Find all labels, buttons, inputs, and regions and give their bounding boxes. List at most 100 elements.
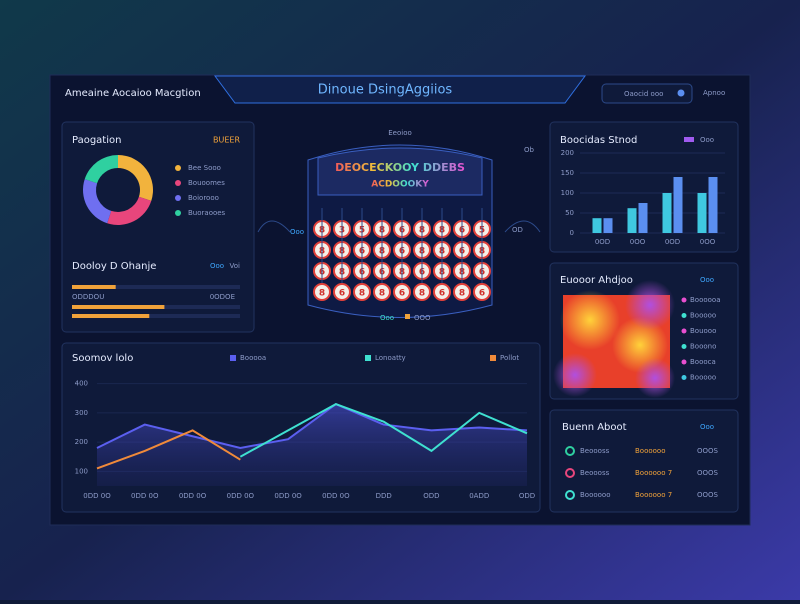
- connector: [257, 220, 291, 233]
- ball: [433, 283, 451, 301]
- event-icon: [565, 468, 575, 478]
- panel-title: Dooloy D Ohanje: [72, 261, 156, 272]
- x-tick-label: 0DD 0O: [227, 492, 255, 500]
- y-tick-label: 200: [561, 149, 574, 157]
- progress-bar: [72, 285, 116, 289]
- legend-label: Bee Sooo: [188, 164, 221, 172]
- panel-title: Paogation: [72, 135, 121, 146]
- legend-dot: [175, 165, 181, 171]
- ball: [413, 283, 431, 301]
- event-status: Boooooo: [635, 447, 666, 455]
- heat-blob: [553, 353, 597, 397]
- legend-label: Booooo: [690, 312, 716, 320]
- ball-number: 6: [439, 289, 445, 299]
- x-tick-label: 0OD: [595, 238, 610, 246]
- event-status: Boooooo 7: [635, 469, 672, 477]
- row-label: ODDDOU: [72, 293, 104, 301]
- ball-number: 8: [319, 289, 325, 299]
- legend-swatch: [684, 137, 694, 142]
- row-value: 0ODOE: [210, 293, 235, 301]
- footer-tag: Ooo: [380, 314, 394, 322]
- ball-number: 6: [479, 289, 485, 299]
- x-tick-label: 0DD 0O: [274, 492, 302, 500]
- x-tick-label: 0DD 0O: [322, 492, 350, 500]
- bar: [697, 193, 707, 233]
- legend-dot: [681, 313, 687, 318]
- badge: Ooo: [210, 262, 224, 270]
- legend-label: Bouoomes: [188, 179, 225, 187]
- legend-label: Bouooo: [690, 327, 716, 335]
- x-tick-label: 0ADD: [469, 492, 489, 500]
- header-tab: [214, 75, 586, 104]
- side-tag: OD: [512, 226, 523, 234]
- badge: Ooo: [700, 423, 714, 431]
- legend-dot: [681, 375, 687, 380]
- x-tick-label: 0OD: [665, 238, 680, 246]
- ball: [453, 283, 471, 301]
- area: [97, 404, 527, 486]
- badge: Ooo: [700, 276, 714, 284]
- panel-title: Boocidas Stnod: [560, 135, 637, 146]
- bar: [592, 218, 602, 233]
- banner-arch: [317, 147, 483, 196]
- progress-track: [72, 285, 240, 289]
- header-dot: [677, 89, 685, 97]
- legend-swatch: [490, 355, 496, 361]
- badge: Voi: [230, 262, 241, 270]
- x-tick-label: 0OO: [700, 238, 716, 246]
- ball: [313, 283, 331, 301]
- badge: BUEER: [213, 136, 240, 145]
- event-icon: [565, 446, 575, 456]
- heat-blob: [560, 290, 620, 350]
- events-panel: [549, 409, 739, 513]
- donut-segment: [107, 196, 152, 225]
- heat-blob: [625, 280, 675, 330]
- legend-label: Ooo: [700, 136, 714, 144]
- side-tag: Ooo: [290, 228, 304, 236]
- y-tick-label: 200: [75, 438, 88, 446]
- event-name: Beoooss: [580, 447, 610, 455]
- legend-label: Booooa: [240, 354, 266, 362]
- legend-swatch: [230, 355, 236, 361]
- ball-number: 8: [359, 289, 365, 299]
- ball-number: 8: [459, 289, 465, 299]
- event-name: Beoooss: [580, 469, 610, 477]
- ball-number: 8: [379, 289, 385, 299]
- legend-dot: [681, 297, 687, 303]
- line: [96, 429, 241, 470]
- donut-panel: [61, 121, 255, 333]
- legend-dot: [681, 344, 687, 349]
- event-status: Boooooo 7: [635, 491, 672, 499]
- ball: [353, 283, 371, 301]
- bar: [627, 208, 637, 233]
- ball: [333, 283, 351, 301]
- x-tick-label: 0DD 0O: [179, 492, 207, 500]
- event-time: OOOS: [697, 491, 719, 499]
- brand: Ameaine Aocaioo Macgtion: [65, 88, 201, 99]
- y-tick-label: 400: [75, 380, 88, 388]
- legend-label: Pollot: [500, 354, 519, 362]
- bar: [673, 177, 683, 233]
- legend-dot: [175, 210, 181, 216]
- line: [96, 402, 528, 449]
- donut-segment: [83, 179, 112, 224]
- y-tick-label: 50: [565, 209, 574, 217]
- ball-number: 6: [339, 289, 345, 299]
- progress-track: [72, 314, 240, 318]
- header-title: Dinoue DsingAggiios: [318, 83, 453, 98]
- header-button-label[interactable]: Oaocid ooo: [624, 90, 663, 98]
- ball: [373, 283, 391, 301]
- bar: [708, 177, 718, 233]
- legend-label: Buoraooes: [188, 209, 226, 217]
- donut-segment: [84, 155, 118, 184]
- ball: [473, 283, 491, 301]
- header-button[interactable]: [601, 83, 693, 104]
- bar: [662, 193, 672, 233]
- user[interactable]: Apnoo: [703, 89, 725, 97]
- bar: [603, 218, 613, 233]
- connector: [504, 220, 541, 233]
- panel-title: Euooor Ahdjoo: [560, 275, 633, 286]
- y-tick-label: 300: [75, 409, 88, 417]
- y-tick-label: 0: [570, 229, 574, 237]
